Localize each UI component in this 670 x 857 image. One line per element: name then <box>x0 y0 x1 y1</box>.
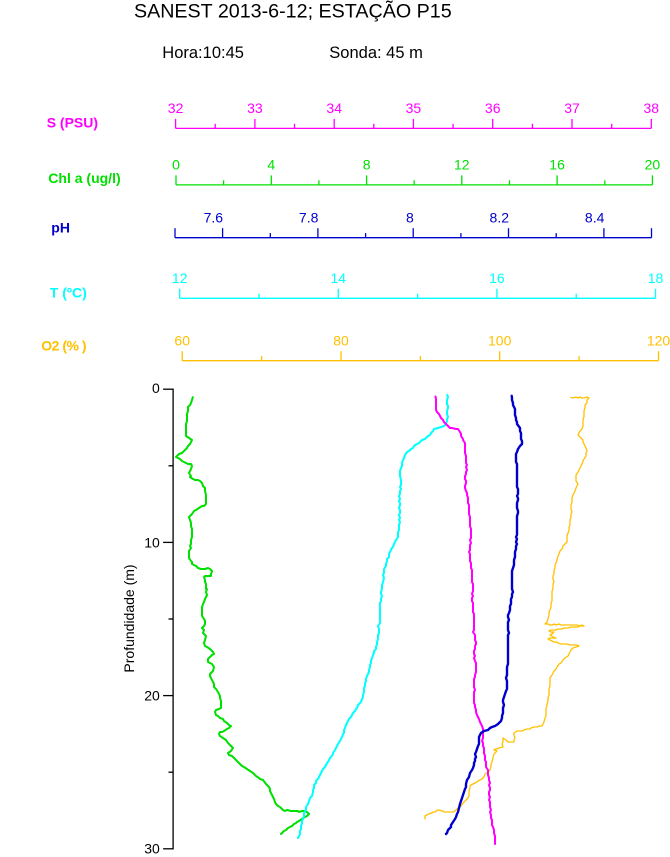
svg-text:35: 35 <box>406 100 422 116</box>
svg-text:80: 80 <box>333 332 349 348</box>
svg-text:8.2: 8.2 <box>490 209 510 225</box>
svg-text:4: 4 <box>267 157 275 173</box>
svg-text:20: 20 <box>645 157 661 173</box>
svg-text:60: 60 <box>174 332 190 348</box>
svg-text:34: 34 <box>326 100 342 116</box>
svg-text:16: 16 <box>549 157 565 173</box>
svg-text:0: 0 <box>152 380 160 396</box>
svg-text:Hora:10:45: Hora:10:45 <box>162 44 244 62</box>
svg-text:33: 33 <box>247 100 263 116</box>
svg-text:100: 100 <box>488 332 512 348</box>
svg-text:8: 8 <box>363 157 371 173</box>
svg-text:7.8: 7.8 <box>299 209 319 225</box>
svg-text:12: 12 <box>454 157 470 173</box>
svg-text:32: 32 <box>168 100 184 116</box>
svg-text:20: 20 <box>144 688 160 704</box>
svg-text:36: 36 <box>485 100 501 116</box>
svg-text:O2 (% ): O2 (% ) <box>41 338 86 354</box>
svg-text:120: 120 <box>647 332 670 348</box>
svg-text:12: 12 <box>172 270 188 286</box>
svg-text:14: 14 <box>331 270 347 286</box>
svg-text:10: 10 <box>144 534 160 550</box>
svg-text:S (PSU): S (PSU) <box>47 115 98 131</box>
svg-text:pH: pH <box>51 220 70 236</box>
svg-text:Sonda: 45 m: Sonda: 45 m <box>329 44 423 62</box>
svg-text:8.4: 8.4 <box>585 209 605 225</box>
svg-text:37: 37 <box>564 100 580 116</box>
svg-text:Chl a (ug/l): Chl a (ug/l) <box>48 170 120 186</box>
svg-text:30: 30 <box>144 841 160 857</box>
svg-text:0: 0 <box>172 157 180 173</box>
svg-text:Profundidade (m): Profundidade (m) <box>121 564 137 672</box>
svg-text:SANEST 2013-6-12; ESTAÇÃO P15: SANEST 2013-6-12; ESTAÇÃO P15 <box>134 0 452 22</box>
svg-text:18: 18 <box>648 270 664 286</box>
svg-text:38: 38 <box>644 100 660 116</box>
svg-text:7.6: 7.6 <box>204 209 224 225</box>
svg-text:16: 16 <box>489 270 505 286</box>
svg-text:T (ºC): T (ºC) <box>50 285 87 301</box>
svg-text:8: 8 <box>406 209 414 225</box>
